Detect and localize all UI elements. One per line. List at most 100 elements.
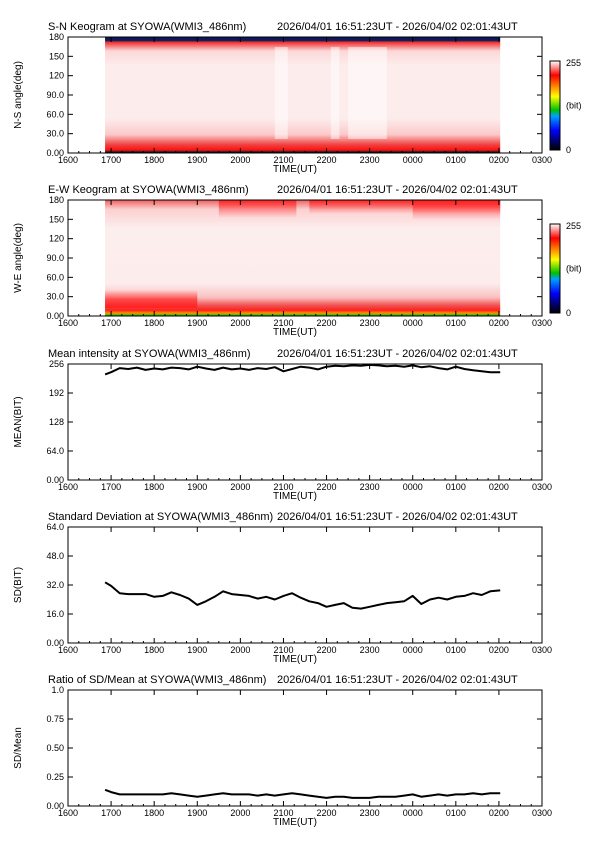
y-tick-label: 64.0 (46, 446, 64, 456)
x-tick-label: 0100 (446, 318, 466, 328)
x-tick-label: 1700 (101, 808, 121, 818)
x-tick-label: 1900 (187, 808, 207, 818)
x-tick-label: 2100 (273, 645, 293, 655)
x-axis-label: TIME(UT) (273, 164, 317, 175)
time-range: 2026/04/01 16:51:23UT - 2026/04/02 02:01… (277, 674, 518, 686)
keogram-band (330, 47, 340, 139)
chart-panel-3: Mean intensity at SYOWA(WMI3_486nm) 2026/… (13, 348, 552, 502)
x-tick-label: 2100 (273, 155, 293, 165)
x-tick-label: 0000 (403, 155, 423, 165)
chart-title: S-N Keogram at SYOWA(WMI3_486nm) (48, 21, 246, 33)
plot-frame (67, 689, 543, 807)
x-tick-label: 1700 (101, 155, 121, 165)
y-tick-label: 0.25 (46, 772, 64, 782)
colorbar-min-label: 0 (566, 145, 571, 155)
time-range: 2026/04/01 16:51:23UT - 2026/04/02 02:01… (277, 348, 518, 360)
colorbar (549, 223, 561, 314)
x-tick-label: 2300 (360, 482, 380, 492)
y-tick-label: 120 (49, 234, 64, 244)
y-tick-label: 150 (49, 214, 64, 224)
keogram-arc (105, 290, 198, 308)
x-axis-label: TIME(UT) (273, 654, 317, 665)
x-tick-label: 1800 (144, 155, 164, 165)
y-tick-label: 30.0 (46, 129, 64, 139)
x-axis-label: TIME(UT) (273, 491, 317, 502)
keogram-arc (412, 200, 501, 220)
y-tick-label: 120 (49, 71, 64, 81)
y-tick-label: 256 (49, 359, 64, 369)
keogram-band (274, 47, 288, 139)
x-tick-label: 1600 (58, 482, 78, 492)
colorbar-unit-label: (bit) (566, 101, 582, 111)
x-tick-label: 2000 (230, 318, 250, 328)
y-axis-label: N-S angle(deg) (13, 61, 24, 129)
y-tick-label: 64.0 (46, 522, 64, 532)
chart-panel-2: E-W Keogram at SYOWA(WMI3_486nm) 2026/04/… (13, 184, 582, 338)
data-line (104, 581, 501, 610)
x-tick-label: 0000 (403, 318, 423, 328)
x-tick-label: 1800 (144, 482, 164, 492)
x-tick-label: 0000 (403, 482, 423, 492)
x-tick-label: 1800 (144, 808, 164, 818)
plot-frame (67, 526, 543, 644)
y-tick-label: 32.0 (46, 580, 64, 590)
colorbar-max-label: 255 (566, 221, 581, 231)
y-tick-label: 0.50 (46, 743, 64, 753)
x-tick-label: 0300 (532, 482, 552, 492)
data-line (104, 788, 501, 799)
x-tick-label: 1600 (58, 318, 78, 328)
y-tick-label: 90.0 (46, 90, 64, 100)
x-tick-label: 0300 (532, 808, 552, 818)
x-tick-label: 2200 (317, 482, 337, 492)
x-tick-label: 0000 (403, 808, 423, 818)
y-tick-label: 1.0 (51, 685, 64, 695)
x-tick-label: 1900 (187, 482, 207, 492)
keogram-arc (218, 200, 297, 218)
x-tick-label: 2100 (273, 482, 293, 492)
x-tick-label: 0200 (489, 808, 509, 818)
x-tick-label: 1900 (187, 318, 207, 328)
x-tick-label: 2300 (360, 645, 380, 655)
time-range: 2026/04/01 16:51:23UT - 2026/04/02 02:01… (277, 511, 518, 523)
y-tick-label: 180 (49, 32, 64, 42)
y-axis-label: SD/Mean (13, 727, 24, 769)
y-tick-label: 0.00 (46, 801, 64, 811)
x-tick-label: 2100 (273, 318, 293, 328)
y-tick-label: 16.0 (46, 609, 64, 619)
colorbar-min-label: 0 (566, 308, 571, 318)
chart-panel-1: S-N Keogram at SYOWA(WMI3_486nm) 2026/04/… (13, 21, 582, 175)
x-tick-label: 0000 (403, 645, 423, 655)
x-tick-label: 1900 (187, 645, 207, 655)
x-tick-label: 2300 (360, 808, 380, 818)
y-tick-label: 128 (49, 417, 64, 427)
x-tick-label: 1600 (58, 808, 78, 818)
y-tick-label: 0.75 (46, 714, 64, 724)
colorbar-max-label: 255 (566, 58, 581, 68)
x-tick-label: 1600 (58, 155, 78, 165)
x-tick-label: 1700 (101, 645, 121, 655)
y-tick-label: 90.0 (46, 253, 64, 263)
x-tick-label: 2000 (230, 645, 250, 655)
x-tick-label: 2200 (317, 155, 337, 165)
y-tick-label: 0.00 (46, 148, 64, 158)
x-tick-label: 0100 (446, 645, 466, 655)
y-tick-label: 30.0 (46, 292, 64, 302)
x-tick-label: 2200 (317, 645, 337, 655)
chart-title: Mean intensity at SYOWA(WMI3_486nm) (48, 348, 251, 360)
x-axis-label: TIME(UT) (273, 327, 317, 338)
x-tick-label: 2200 (317, 808, 337, 818)
x-tick-label: 0300 (532, 318, 552, 328)
x-tick-label: 1600 (58, 645, 78, 655)
x-tick-label: 1800 (144, 645, 164, 655)
y-tick-label: 0.00 (46, 311, 64, 321)
colorbar-unit-label: (bit) (566, 264, 582, 274)
x-tick-label: 2200 (317, 318, 337, 328)
chart-title: Standard Deviation at SYOWA(WMI3_486nm) (48, 511, 273, 523)
y-tick-label: 150 (49, 51, 64, 61)
y-tick-label: 180 (49, 195, 64, 205)
x-tick-label: 0300 (532, 155, 552, 165)
x-tick-label: 2000 (230, 482, 250, 492)
x-tick-label: 1800 (144, 318, 164, 328)
x-tick-label: 1900 (187, 155, 207, 165)
